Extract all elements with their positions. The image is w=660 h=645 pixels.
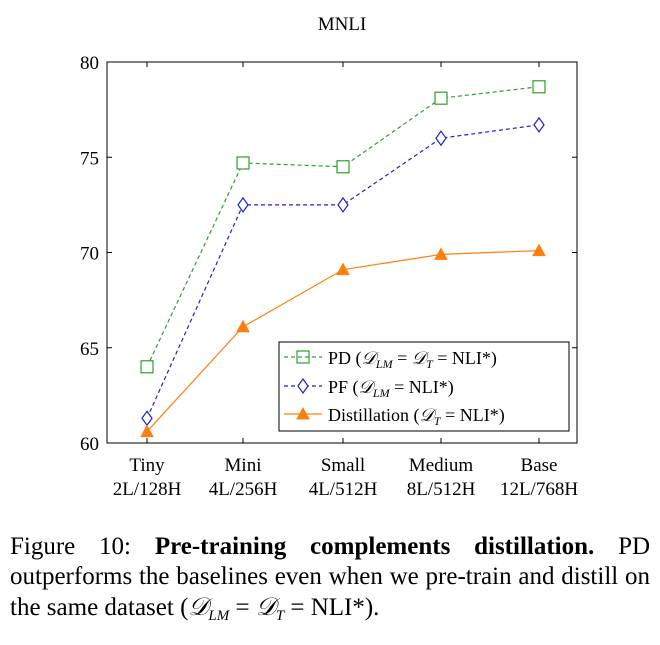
legend-item-pd: PD (𝒟LM = 𝒟T = NLI*) [284, 348, 497, 371]
legend-marker-pf [297, 377, 309, 395]
y-tick-label: 75 [80, 148, 99, 169]
x-tick-sublabel: 12L/768H [500, 479, 578, 500]
x-tick-label: Base [521, 455, 558, 476]
x-tick-sublabel: 2L/128H [113, 479, 182, 500]
y-tick-label: 80 [80, 53, 99, 74]
legend-item-distillation: Distillation (𝒟T = NLI*) [284, 405, 505, 428]
caption-bold: Pre-training complements distillation. [154, 533, 595, 560]
chart-title: MNLI [318, 14, 367, 35]
series-line-pd [146, 86, 540, 368]
x-tick-label: Small [321, 455, 365, 476]
data-point-pd [532, 80, 546, 94]
x-tick-label: Medium [409, 455, 474, 476]
data-point-distillation [532, 243, 546, 257]
caption-text: PD outperforms the baselines even when w… [10, 533, 651, 621]
legend-label-distillation: Distillation (𝒟T = NLI*) [328, 405, 505, 428]
legend-label-pd: PD (𝒟LM = 𝒟T = NLI*) [328, 348, 497, 371]
data-point-pf [435, 130, 447, 147]
data-point-pd [336, 160, 350, 174]
y-tick-label: 70 [80, 244, 99, 265]
chart: MNLI 60 65 70 75 80 Tiny 2L/128H Mini 4L/256H Sma… [80, 14, 578, 500]
axes: 60 65 70 75 80 Tiny 2L/128H Mini 4L/256H Small 4L/… [80, 53, 578, 500]
x-tick-label: Tiny [129, 455, 165, 476]
x-tick-sublabel: 8L/512H [407, 479, 476, 500]
data-point-pf [237, 196, 249, 213]
data-point-distillation [434, 247, 448, 260]
caption-mid: = [229, 594, 256, 621]
data-point-pf [141, 410, 153, 427]
legend-marker-pd [296, 350, 310, 364]
data-point-pd [236, 156, 250, 170]
y-tick-label: 65 [80, 339, 99, 360]
caption-label: Figure 10: [10, 533, 132, 560]
caption-d1: 𝒟 [188, 592, 209, 621]
data-point-distillation [140, 424, 154, 438]
data-point-pf [337, 196, 349, 213]
legend-marker-distillation [296, 406, 310, 420]
caption-s1: LM [208, 608, 230, 624]
data-point-pd [434, 91, 448, 105]
series-line-pf [146, 124, 540, 419]
caption-end: = NLI*). [284, 594, 380, 621]
legend-item-pf: PF (𝒟LM = NLI*) [284, 377, 454, 400]
data-point-pd [140, 360, 154, 374]
legend-box [278, 341, 570, 432]
caption-d2: 𝒟 [255, 592, 276, 621]
figure-caption: Figure 10: Pre-training complements dist… [10, 532, 650, 631]
y-tick-label: 60 [80, 434, 99, 455]
x-tick-sublabel: 4L/512H [309, 479, 378, 500]
series-layer [140, 80, 546, 438]
x-tick-sublabel: 4L/256H [209, 479, 278, 500]
caption-s2: T [275, 608, 285, 624]
x-tick-label: Mini [225, 455, 262, 476]
data-point-distillation [336, 262, 350, 276]
legend-label-pf: PF (𝒟LM = NLI*) [328, 377, 454, 400]
data-point-pf [533, 116, 545, 133]
data-point-distillation [236, 319, 250, 333]
legend: PD (𝒟LM = 𝒟T = NLI*) PF (𝒟LM = NLI*) Dis… [278, 341, 570, 432]
